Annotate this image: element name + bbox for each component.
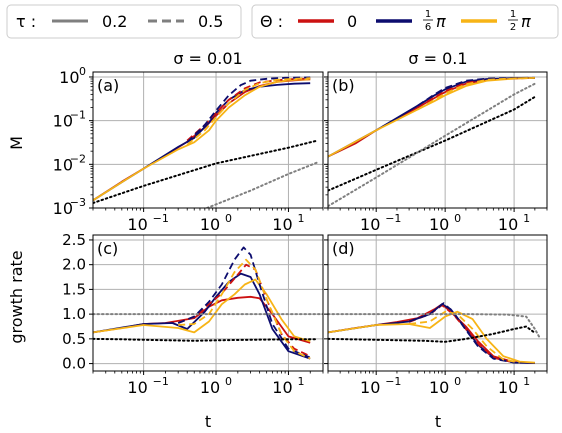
series-line-solid — [328, 77, 535, 158]
x-tick-label: 10 — [360, 215, 380, 234]
series-line-dotted — [328, 95, 536, 192]
x-tick-label: 10 — [429, 378, 449, 397]
axes-frame — [92, 234, 324, 372]
legend-theta-label: Θ : — [260, 12, 283, 31]
x-tick-label: 10 — [272, 215, 292, 234]
x-tick-label-exp: −1 — [385, 375, 401, 388]
y-tick-label: 0.0 — [62, 355, 86, 373]
frac-num: 1 — [425, 9, 431, 20]
x-tick-label: 10 — [200, 215, 220, 234]
y-tick-label: 0.5 — [62, 330, 86, 348]
y-tick-label: 1.0 — [62, 305, 86, 323]
axes-frame — [327, 71, 548, 209]
panel-b: 10 −1 10 0 10 1 (b) — [324, 71, 548, 234]
x-tick-label: 10 — [127, 378, 147, 397]
panel-label: (d) — [332, 239, 355, 258]
series-line-solid — [93, 78, 311, 202]
x-tick-label: 10 — [272, 378, 292, 397]
frac-num: 1 — [510, 9, 516, 20]
ylabel-bottom: growth rate — [7, 250, 26, 343]
legend-tau-entry-1: 0.2 — [102, 12, 127, 31]
x-tick-label-exp: −1 — [153, 375, 169, 388]
y-tick-label-exp: −2 — [70, 152, 86, 165]
x-tick-label-exp: −1 — [385, 212, 401, 225]
xlabel-right: t — [435, 412, 441, 431]
x-tick-label: 10 — [498, 215, 518, 234]
series-line-solid — [93, 82, 311, 202]
frac-den: 6 — [425, 22, 431, 33]
x-tick-label-exp: 0 — [225, 212, 232, 225]
frac-den: 2 — [510, 22, 516, 33]
series-line-dashed — [186, 77, 311, 142]
series-line-solid — [93, 78, 311, 202]
panel-label: (a) — [97, 76, 119, 95]
series-line-dotted — [328, 82, 536, 208]
column-title-1: σ = 0.01 — [173, 49, 242, 68]
series-line-solid — [328, 310, 535, 364]
y-tick-label: 10 — [53, 199, 73, 218]
ylabel-top: M — [7, 136, 26, 150]
legend-theta: Θ : 0 1 6 π 1 2 π — [251, 4, 559, 39]
series-line-solid — [328, 77, 535, 158]
y-tick-label: 1.5 — [62, 280, 86, 298]
y-tick-label: 2.5 — [62, 231, 86, 249]
series-line-dashed — [186, 76, 311, 143]
y-tick-label: 10 — [59, 68, 79, 87]
pi-symbol: π — [521, 12, 531, 31]
x-tick-label-exp: 1 — [523, 212, 530, 225]
series-line-dotted — [93, 139, 319, 204]
series-line-dotted — [328, 325, 536, 343]
series-line-solid — [93, 272, 311, 360]
panel-label: (b) — [332, 76, 355, 95]
series-line-dashed — [177, 246, 311, 359]
legend-tau-label: τ : — [16, 12, 36, 31]
x-tick-label-exp: −1 — [153, 212, 169, 225]
x-tick-label-exp: 0 — [454, 212, 461, 225]
x-tick-label-exp: 0 — [454, 375, 461, 388]
series-line-dotted — [328, 313, 542, 340]
panel-label: (c) — [97, 239, 118, 258]
axes-frame — [92, 71, 324, 209]
legend-tau: τ : 0.2 0.5 — [6, 4, 242, 39]
x-tick-label: 10 — [360, 378, 380, 397]
x-tick-label-exp: 1 — [297, 212, 304, 225]
y-tick-label-exp: −3 — [70, 196, 86, 209]
legend-theta-entry-1: 0 — [347, 12, 357, 31]
x-tick-label: 10 — [127, 215, 147, 234]
panel-d: 10 −1 10 0 10 1 (d) — [324, 234, 548, 397]
series-line-dashed — [417, 77, 535, 111]
y-tick-label-exp: −1 — [70, 109, 86, 122]
legend-theta-entry-2: 1 6 π — [423, 9, 446, 33]
x-tick-label-exp: 0 — [225, 375, 232, 388]
y-tick-label: 10 — [53, 112, 73, 131]
x-tick-label: 10 — [498, 378, 518, 397]
axes-frame — [327, 234, 548, 372]
pi-symbol: π — [436, 12, 446, 31]
x-tick-label: 10 — [429, 215, 449, 234]
xlabel-left: t — [205, 412, 211, 431]
series-line-dashed — [408, 302, 515, 364]
legend-theta-entry-3: 1 2 π — [508, 9, 531, 33]
series-line-dashed — [408, 310, 520, 364]
panel-c: 10 −1 10 0 10 1 0.0 0.5 1.0 1.5 2.0 2.5 (c) — [62, 231, 324, 397]
y-tick-label: 10 — [53, 155, 73, 174]
y-tick-label: 2.0 — [62, 256, 86, 274]
column-title-2: σ = 0.1 — [408, 49, 467, 68]
x-tick-label-exp: 1 — [523, 375, 530, 388]
legend-tau-entry-2: 0.5 — [198, 12, 223, 31]
x-tick-label: 10 — [200, 378, 220, 397]
series-line-dotted — [206, 161, 319, 208]
y-tick-label-exp: 0 — [79, 65, 86, 78]
series-line-solid — [93, 278, 311, 343]
series-line-dashed — [186, 77, 311, 146]
series-line-dotted — [93, 337, 319, 342]
series-line-solid — [328, 77, 535, 158]
series-line-dashed — [177, 263, 311, 358]
x-tick-label-exp: 1 — [297, 375, 304, 388]
